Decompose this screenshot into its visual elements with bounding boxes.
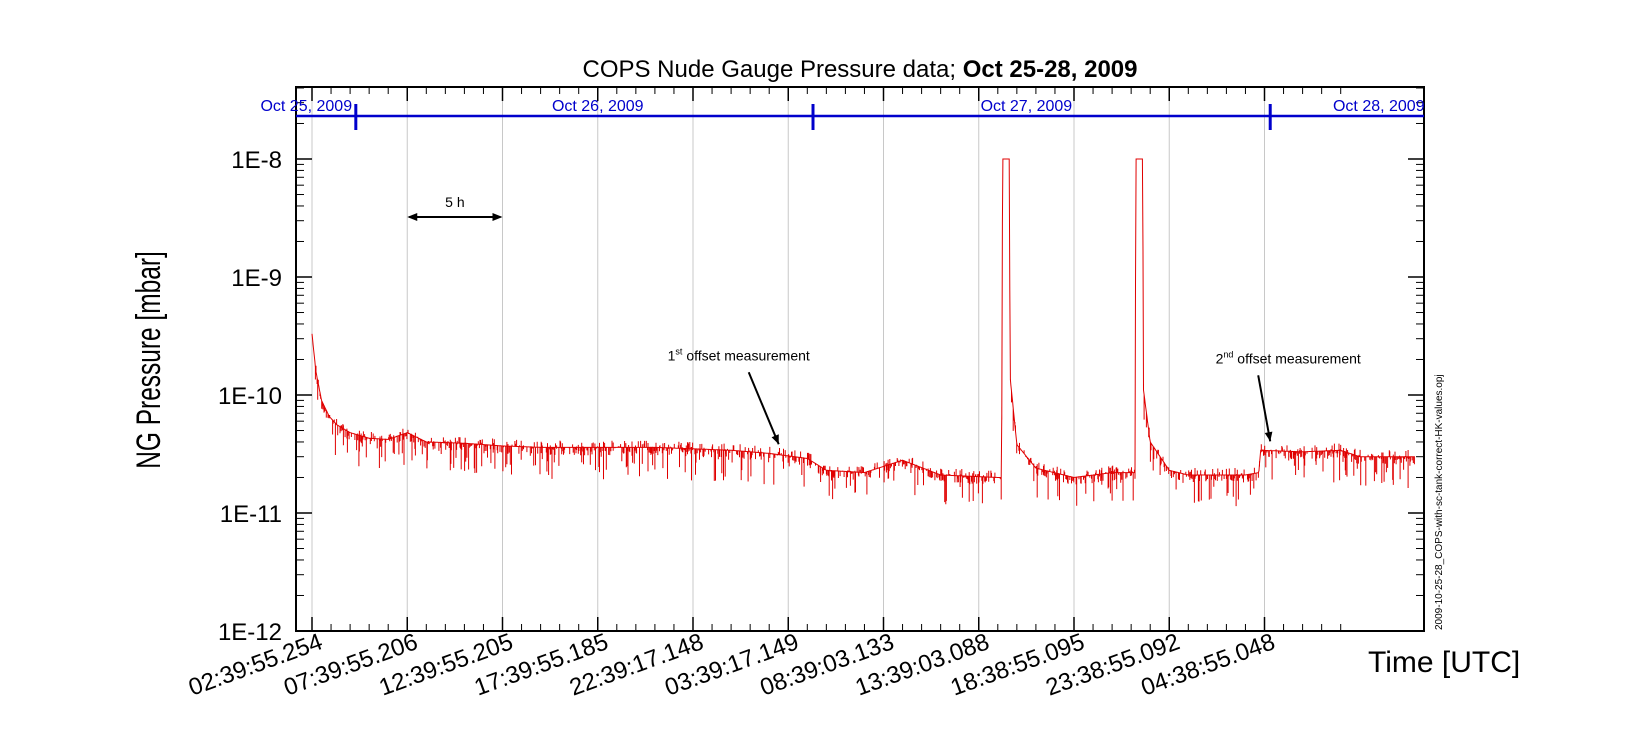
date-label: Oct 25, 2009 bbox=[260, 98, 352, 115]
scale-indicator: 5 h bbox=[407, 194, 503, 221]
y-tick-label: 1E-11 bbox=[220, 501, 282, 528]
annotation-arrowhead bbox=[1264, 431, 1273, 442]
date-label: Oct 26, 2009 bbox=[552, 98, 644, 115]
annotation-arrow bbox=[1257, 375, 1272, 442]
annotations: 1st offset measurement 2nd offset measure… bbox=[668, 346, 1361, 445]
y-tick-label: 1E-10 bbox=[218, 383, 282, 410]
date-bar: Oct 25, 2009 Oct 26, 2009 Oct 27, 2009 Oct … bbox=[260, 98, 1425, 130]
series-line bbox=[311, 158, 1415, 507]
y-axis-label: NG Pressure [mbar] bbox=[130, 251, 168, 469]
annotation-arrow bbox=[747, 371, 780, 445]
scale-arrow-left bbox=[407, 213, 418, 221]
file-note: 2009-10-25-28_COPS-with-sc-tank-correct-… bbox=[1434, 374, 1445, 630]
date-label: Oct 28, 2009 bbox=[1333, 98, 1425, 115]
chart-title: COPS Nude Gauge Pressure data; Oct 25-28… bbox=[583, 56, 1138, 83]
annotation-label: 2nd offset measurement bbox=[1216, 349, 1361, 366]
scale-arrow-right bbox=[492, 213, 503, 221]
y-tick-label: 1E-12 bbox=[218, 619, 282, 646]
scale-label: 5 h bbox=[445, 194, 464, 210]
annotation-arrowhead bbox=[771, 434, 779, 445]
x-axis-label: Time [UTC] bbox=[1368, 646, 1520, 679]
vertical-gridlines bbox=[311, 87, 1265, 631]
y-axis-ticks: 1E-12 1E-11 1E-10 1E-9 1E-8 bbox=[218, 87, 1424, 646]
annotation-label: 1st offset measurement bbox=[668, 346, 810, 363]
y-tick-label: 1E-8 bbox=[231, 147, 282, 174]
date-label: Oct 27, 2009 bbox=[981, 98, 1073, 115]
y-tick-label: 1E-9 bbox=[231, 265, 282, 292]
pressure-series bbox=[311, 158, 1415, 507]
x-axis-ticks: 02:39:55.25407:39:55.20612:39:55.20517:3… bbox=[185, 87, 1342, 702]
